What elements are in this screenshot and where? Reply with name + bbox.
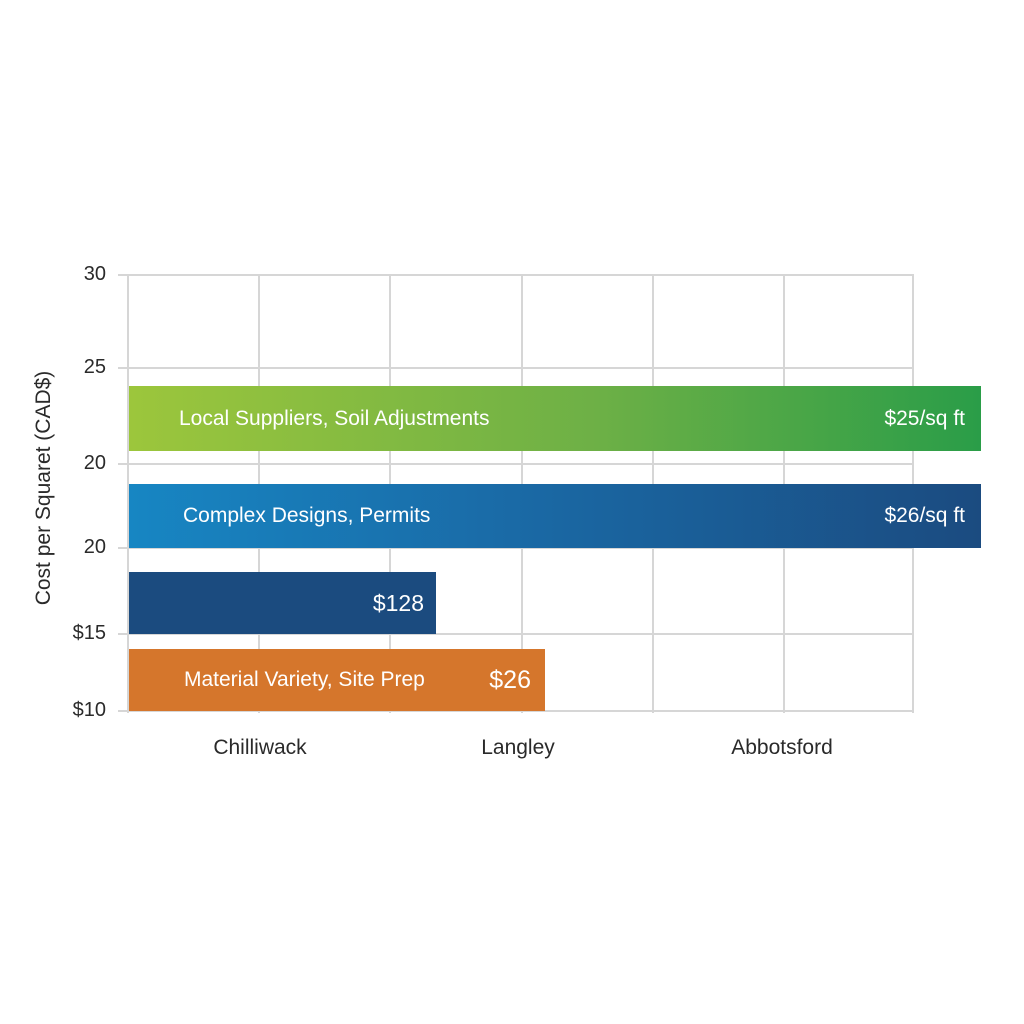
y-tick: 30 (83, 263, 106, 285)
bar-value: $25/sq ft (884, 406, 965, 430)
bar-value: $26/sq ft (884, 504, 965, 527)
y-tick: $10 (72, 699, 106, 721)
gridline (118, 710, 914, 712)
y-tick: 20 (83, 452, 106, 474)
y-tick: 20 (83, 536, 106, 558)
gridline (118, 367, 914, 369)
bar-value: $26 (489, 665, 531, 694)
x-tick: Langley (481, 736, 555, 759)
y-tick: $15 (72, 622, 106, 644)
bar-local-suppliers: Local Suppliers, Soil Adjustments $25/sq… (129, 386, 981, 451)
y-axis-label: Cost per Squaret (CAD$) (32, 370, 55, 606)
bar-value: $128 (372, 589, 424, 616)
y-tick: 25 (83, 356, 106, 378)
bar-128: $128 (129, 572, 436, 634)
x-tick: Chilliwack (213, 736, 307, 759)
gridline (118, 463, 914, 465)
bar-complex-designs: Complex Designs, Permits $26/sq ft (129, 484, 981, 548)
bar-material-variety: Material Variety, Site Prep $26 (129, 649, 545, 711)
bar-label: Complex Designs, Permits (183, 504, 431, 527)
bar-label: Local Suppliers, Soil Adjustments (179, 406, 490, 430)
gridline (118, 633, 914, 635)
bar-label: Material Variety, Site Prep (184, 668, 425, 691)
gridline (118, 547, 914, 549)
gridline (127, 275, 129, 713)
x-tick: Abbotsford (731, 736, 833, 759)
gridline (118, 274, 914, 276)
